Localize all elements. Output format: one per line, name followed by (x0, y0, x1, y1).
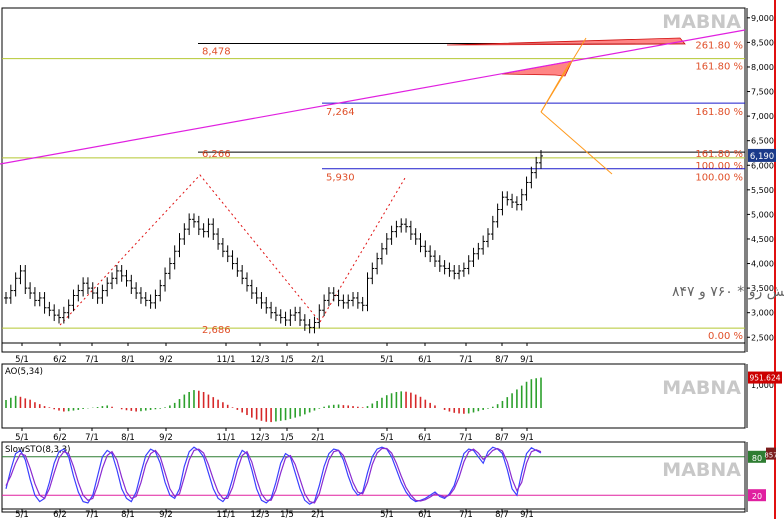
stoch-x-tick-label: 1/5 (280, 510, 294, 519)
stoch-x-tick-label: 9/1 (520, 510, 534, 519)
stoch-x-tick-label: 7/1 (85, 510, 99, 519)
main-x-tick-label: 6/1 (418, 355, 432, 365)
watermark-ao: MABNA (662, 377, 741, 399)
stoch-x-tick-label: 6/1 (418, 510, 432, 519)
ao-x-tick-label: 7/1 (459, 433, 473, 443)
stoch-80-tag (748, 450, 766, 463)
watermark-stoch: MABNA (662, 459, 741, 481)
y-tick-label: 6,000 (751, 161, 774, 170)
ao-x-tick-label: 7/1 (85, 433, 99, 443)
ao-panel-frame (1, 363, 746, 429)
main-x-tick-label: 5/1 (380, 355, 394, 365)
watermark-main: MABNA (662, 11, 741, 33)
ao-x-tick-label: 5/1 (380, 433, 394, 443)
ao-x-tick-label: 5/1 (15, 433, 29, 443)
main-x-tick-label: 2/1 (311, 355, 325, 365)
stoch-80-label: 80 (752, 454, 762, 463)
stoch-x-tick-label: 8/7 (495, 510, 509, 519)
fib-percent-label: 100.00 % (695, 173, 743, 184)
y-tick-label: 5,000 (751, 210, 774, 219)
y-tick-label: 5,500 (751, 186, 774, 195)
ao-last-value-label: 951.624 (749, 374, 780, 383)
stoch-x-tick-label: 7/1 (459, 510, 473, 519)
main-x-tick-label: 7/1 (85, 355, 99, 365)
y-tick-label: 8,500 (751, 38, 774, 47)
last-price-tag (748, 148, 776, 162)
stoch-20-label: 20 (752, 492, 762, 501)
stoch-line (5, 447, 542, 504)
projection-line-down (540, 111, 613, 175)
y-tick-label: 2,500 (751, 333, 774, 342)
ao-x-tick-label: 12/3 (250, 433, 269, 443)
stoch-line (5, 446, 542, 505)
y-tick-label: 4,500 (751, 235, 774, 244)
stoch-panel-frame (1, 441, 746, 513)
main-x-tick-label: 12/3 (250, 355, 269, 365)
main-x-tick-label: 1/5 (280, 355, 294, 365)
y-tick-label: 8,000 (751, 63, 774, 72)
main-x-tick-label: 9/1 (520, 355, 534, 365)
zigzag-wave (59, 174, 406, 326)
stoch-x-tick-label: 11/1 (216, 510, 235, 519)
stoch-x-tick-label: 9/2 (159, 510, 173, 519)
ao-x-tick-label: 8/1 (121, 433, 135, 443)
target-zone-upper (446, 37, 686, 46)
main-x-tick-label: 5/1 (15, 355, 29, 365)
fib-percent-label: 0.00 % (708, 331, 743, 342)
fib-price-label: 2,686 (202, 325, 231, 336)
y-tick-label: 4,000 (751, 260, 774, 269)
main-x-tick-label: 8/1 (121, 355, 135, 365)
ao-title: AO(5,34) (5, 367, 43, 377)
fib-percent-label: 100.00 % (695, 161, 743, 172)
stoch-x-tick-label: 5/1 (380, 510, 394, 519)
resistance-annotation: مقاومت های پیش رو * ۷۶۰ و ۸۴۷ (672, 284, 784, 300)
ao-x-tick-label: 8/7 (495, 433, 509, 443)
y-tick-label: 3,500 (751, 284, 774, 293)
fib-price-label: 5,930 (326, 173, 355, 184)
ao-x-tick-label: 2/1 (311, 433, 325, 443)
stoch-20-tag (748, 489, 766, 502)
main-x-tick-label: 11/1 (216, 355, 235, 365)
stoch-x-tick-label: 12/3 (250, 510, 269, 519)
trendline (0, 29, 746, 165)
y-tick-label: 7,000 (751, 112, 774, 121)
ao-x-tick-label: 1/5 (280, 433, 294, 443)
y-tick-label: 6,500 (751, 137, 774, 146)
y-tick-label: 9,000 (751, 14, 774, 23)
ao-x-tick-label: 6/2 (53, 433, 67, 443)
fib-percent-label: 161.80 % (695, 149, 743, 160)
projection-line-up-2 (540, 61, 571, 113)
ao-y-tick-label: 1,000 (751, 381, 774, 390)
ao-x-tick-label: 6/1 (418, 433, 432, 443)
main-x-tick-label: 6/2 (53, 355, 67, 365)
stoch-x-tick-label: 5/1 (15, 510, 29, 519)
fib-price-label: 8,478 (202, 46, 231, 57)
ao-last-value-tag (748, 371, 782, 384)
fib-percent-label: 161.80 % (695, 62, 743, 73)
last-price-label: 6,190 (750, 152, 774, 162)
y-tick-label: 7,500 (751, 88, 774, 97)
stoch-x-tick-label: 8/1 (121, 510, 135, 519)
fib-percent-label: 161.80 % (695, 107, 743, 118)
ao-x-tick-label: 11/1 (216, 433, 235, 443)
main-x-tick-label: 7/1 (459, 355, 473, 365)
main-panel-frame (1, 7, 746, 353)
stoch-x-tick-label: 6/2 (53, 510, 67, 519)
stoch-title: SlowSTO(8,3,3) (5, 445, 70, 455)
fib-price-label: 7,264 (326, 107, 355, 118)
stoch-last-value-tag (766, 447, 776, 460)
fib-percent-label: 261.80 % (695, 40, 743, 51)
main-x-tick-label: 8/7 (495, 355, 509, 365)
ao-x-tick-label: 9/2 (159, 433, 173, 443)
stoch-last-value-label: 857 (764, 452, 777, 460)
main-x-tick-label: 9/2 (159, 355, 173, 365)
fib-price-label: 6,266 (202, 149, 231, 160)
stoch-x-tick-label: 2/1 (311, 510, 325, 519)
y-tick-label: 3,000 (751, 309, 774, 318)
ao-x-tick-label: 9/1 (520, 433, 534, 443)
